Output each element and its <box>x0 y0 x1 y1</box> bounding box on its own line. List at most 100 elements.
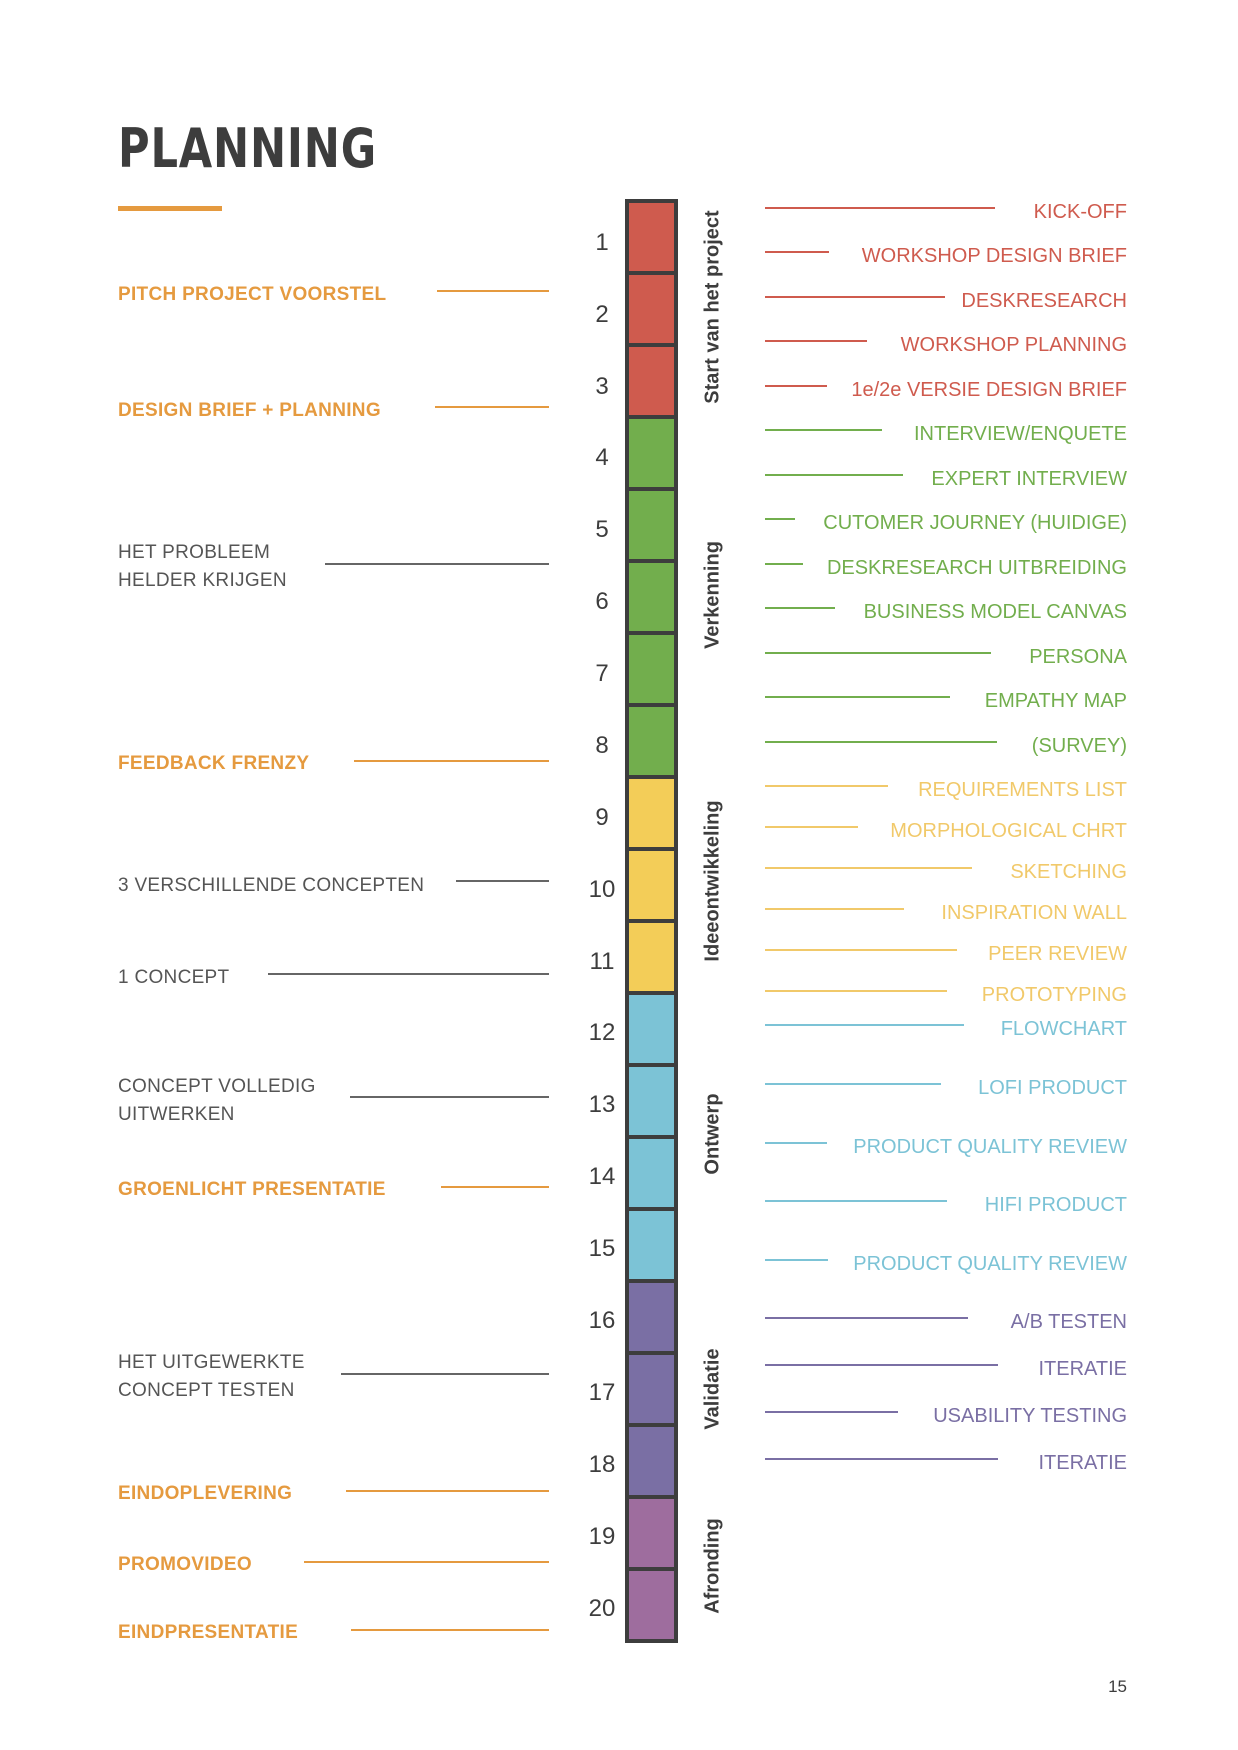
week-number: 11 <box>589 948 615 975</box>
milestone-connector <box>304 1561 549 1563</box>
activity-connector <box>765 296 945 298</box>
week-cell <box>629 1067 674 1139</box>
activity-connector <box>765 652 991 654</box>
milestone-connector <box>268 973 549 975</box>
activity-label: PRODUCT QUALITY REVIEW <box>853 1136 1127 1158</box>
week-cell <box>629 419 674 491</box>
week-number: 15 <box>588 1235 616 1262</box>
activity-connector <box>765 867 972 869</box>
week-number: 9 <box>595 804 609 831</box>
activity-connector <box>765 474 903 476</box>
activity-label: USABILITY TESTING <box>933 1405 1127 1427</box>
activity-connector <box>765 1200 947 1202</box>
activity-label: BUSINESS MODEL CANVAS <box>863 601 1127 623</box>
activity-label: INTERVIEW/ENQUETE <box>914 423 1127 445</box>
activity-label: DESKRESEARCH <box>961 290 1127 312</box>
activity-connector <box>765 1142 827 1144</box>
milestone-connector <box>341 1373 549 1375</box>
week-cell <box>629 1571 674 1639</box>
activity-label: ITERATIE <box>1038 1358 1127 1380</box>
activity-label: ITERATIE <box>1038 1452 1127 1474</box>
week-number: 8 <box>595 732 609 759</box>
phase-label: Ideeontwikkeling <box>701 800 724 962</box>
milestone-label: 1 CONCEPT <box>118 967 230 988</box>
week-cell <box>629 779 674 851</box>
milestone-label: EINDPRESENTATIE <box>118 1622 299 1643</box>
milestone-connector <box>354 760 549 762</box>
title-underline <box>118 206 222 211</box>
activity-connector <box>765 385 827 387</box>
week-number: 18 <box>588 1451 616 1478</box>
week-number: 17 <box>588 1379 616 1406</box>
activity-label: PRODUCT QUALITY REVIEW <box>853 1253 1127 1275</box>
activity-connector <box>765 1364 998 1366</box>
phase-label: Start van het project <box>701 210 724 404</box>
week-cell <box>629 203 674 275</box>
week-number: 16 <box>588 1307 616 1334</box>
activity-connector <box>765 785 888 787</box>
week-number: 5 <box>595 516 609 543</box>
week-number: 2 <box>595 301 609 328</box>
milestone-label: FEEDBACK FRENZY <box>118 753 310 774</box>
activity-connector <box>765 990 947 992</box>
milestone-label: PITCH PROJECT VOORSTEL <box>118 284 387 305</box>
week-cell <box>629 1139 674 1211</box>
week-cell <box>629 347 674 419</box>
activity-connector <box>765 1259 828 1261</box>
activity-label: PROTOTYPING <box>981 984 1127 1006</box>
milestone-label: HET UITGEWERKTE CONCEPT TESTEN <box>118 1352 305 1401</box>
week-cell <box>629 275 674 347</box>
phase-label: Verkenning <box>701 541 724 649</box>
week-cell <box>629 851 674 923</box>
week-cell <box>629 1355 674 1427</box>
phase-label: Ontwerp <box>701 1093 724 1175</box>
milestone-label: 3 VERSCHILLENDE CONCEPTEN <box>118 875 425 896</box>
activity-label: A/B TESTEN <box>1010 1311 1127 1333</box>
activity-label: CUTOMER JOURNEY (HUIDIGE) <box>823 512 1127 534</box>
week-number: 7 <box>595 660 609 687</box>
week-cell <box>629 1283 674 1355</box>
week-cell <box>629 491 674 563</box>
phase-label: Validatie <box>701 1348 724 1430</box>
activity-label: WORKSHOP DESIGN BRIEF <box>861 245 1127 267</box>
activity-connector <box>765 207 995 209</box>
milestone-label: HET PROBLEEM HELDER KRIJGEN <box>118 542 287 591</box>
week-number: 12 <box>588 1019 616 1046</box>
activity-connector <box>765 1411 898 1413</box>
activity-label: 1e/2e VERSIE DESIGN BRIEF <box>851 379 1127 401</box>
activity-connector <box>765 429 882 431</box>
activity-label: INSPIRATION WALL <box>941 902 1127 924</box>
milestone-label: GROENLICHT PRESENTATIE <box>118 1179 386 1200</box>
activity-label: DESKRESEARCH UITBREIDING <box>826 557 1127 579</box>
activity-connector <box>765 908 904 910</box>
week-cell <box>629 923 674 995</box>
activity-connector <box>765 340 867 342</box>
milestone-label: PROMOVIDEO <box>118 1554 252 1575</box>
week-number: 10 <box>588 876 616 903</box>
activity-connector <box>765 1083 941 1085</box>
milestone-connector <box>351 1629 549 1631</box>
milestone-connector <box>325 563 549 565</box>
phase-label: Afronding <box>701 1518 724 1614</box>
activity-label: PEER REVIEW <box>988 943 1127 965</box>
week-cell <box>629 1499 674 1571</box>
milestone-label: EINDOPLEVERING <box>118 1483 293 1504</box>
milestone-connector <box>346 1490 549 1492</box>
activity-label: WORKSHOP PLANNING <box>900 334 1127 356</box>
activity-connector <box>765 826 858 828</box>
activity-connector <box>765 1024 964 1026</box>
week-cell <box>629 1211 674 1283</box>
page-title: PLANNING <box>118 117 378 180</box>
milestone-label: CONCEPT VOLLEDIG UITWERKEN <box>118 1076 316 1125</box>
activity-label: FLOWCHART <box>1000 1018 1127 1040</box>
milestone-connector <box>456 880 549 882</box>
activity-connector <box>765 949 957 951</box>
week-cell <box>629 635 674 707</box>
milestone-connector <box>435 406 549 408</box>
week-number: 13 <box>588 1091 616 1118</box>
milestone-connector <box>350 1096 549 1098</box>
week-number: 3 <box>595 373 609 400</box>
milestone-connector <box>441 1186 549 1188</box>
activity-connector <box>765 1458 998 1460</box>
activity-connector <box>765 741 997 743</box>
